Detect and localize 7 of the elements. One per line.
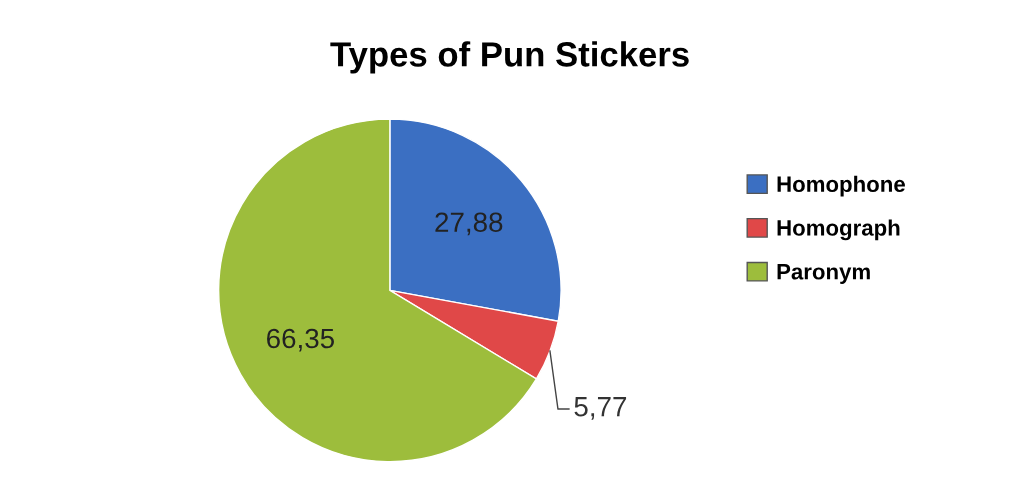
data-label: 27,88 — [435, 212, 503, 236]
legend-label: Homograph — [777, 219, 900, 241]
chart-title: Types of Pun Stickers — [330, 41, 689, 74]
legend-label: Homophone — [777, 175, 905, 197]
data-label: 5,77 — [574, 397, 627, 420]
data-label: 66,35 — [267, 328, 334, 352]
legend-label: Paronym — [777, 264, 870, 284]
